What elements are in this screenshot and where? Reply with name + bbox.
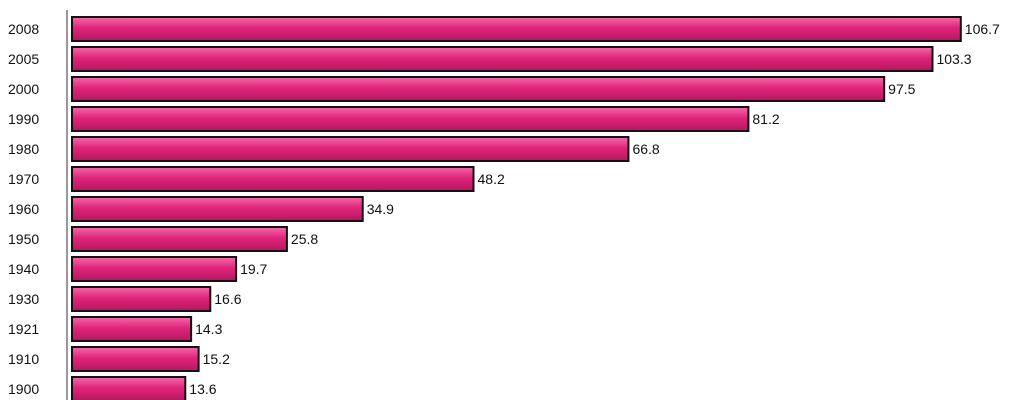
category-label-1970: 1970 — [8, 171, 39, 187]
bar-1960 — [71, 196, 364, 222]
bar-1990 — [71, 106, 750, 132]
value-label-1900: 13.6 — [189, 381, 216, 397]
bars-group — [71, 16, 962, 400]
value-label-1990: 81.2 — [752, 111, 779, 127]
value-label-2008: 106.7 — [965, 21, 1000, 37]
category-label-1990: 1990 — [8, 111, 39, 127]
category-label-2000: 2000 — [8, 81, 39, 97]
category-label-1980: 1980 — [8, 141, 39, 157]
value-label-1960: 34.9 — [367, 201, 394, 217]
value-label-1980: 66.8 — [632, 141, 659, 157]
value-label-1921: 14.3 — [195, 321, 222, 337]
bar-1970 — [71, 166, 475, 192]
value-label-1910: 15.2 — [203, 351, 230, 367]
value-label-1930: 16.6 — [214, 291, 241, 307]
bar-1980 — [71, 136, 630, 162]
bar-2005 — [71, 46, 934, 72]
bar-1950 — [71, 226, 288, 252]
value-label-1950: 25.8 — [291, 231, 318, 247]
category-label-1900: 1900 — [8, 381, 39, 397]
category-label-1940: 1940 — [8, 261, 39, 277]
value-labels-group: 106.7 103.3 97.5 81.2 66.8 48.2 34.9 25.8 19.7 16… — [189, 21, 1000, 397]
category-labels-group: 2008 2005 2000 1990 1980 1970 1960 1950 1940 1930… — [8, 21, 39, 397]
value-label-1940: 19.7 — [240, 261, 267, 277]
category-label-1930: 1930 — [8, 291, 39, 307]
category-label-1960: 1960 — [8, 201, 39, 217]
value-label-2000: 97.5 — [888, 81, 915, 97]
bar-1930 — [71, 286, 212, 312]
category-label-1950: 1950 — [8, 231, 39, 247]
value-label-2005: 103.3 — [936, 51, 971, 67]
bar-2000 — [71, 76, 886, 102]
bar-2008 — [71, 16, 962, 42]
category-label-2005: 2005 — [8, 51, 39, 67]
bar-1910 — [71, 346, 200, 372]
category-label-2008: 2008 — [8, 21, 39, 37]
bar-1940 — [71, 256, 238, 282]
category-label-1910: 1910 — [8, 351, 39, 367]
category-label-1921: 1921 — [8, 321, 39, 337]
bar-1900 — [71, 376, 187, 400]
bar-1921 — [71, 316, 193, 342]
value-label-1970: 48.2 — [478, 171, 505, 187]
